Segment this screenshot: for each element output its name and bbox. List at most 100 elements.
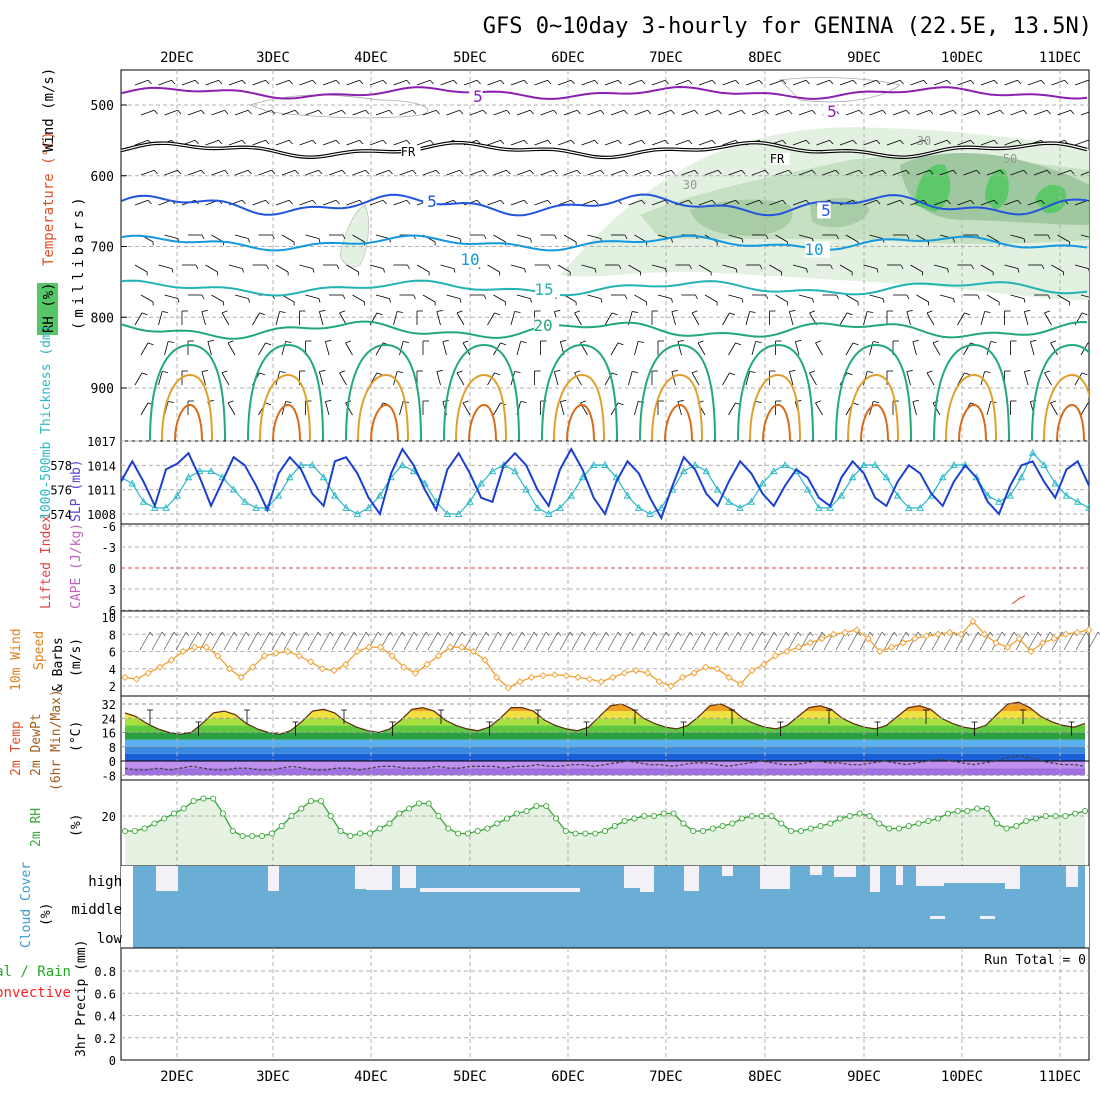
wind-barb-flag (259, 372, 266, 376)
wind-barb-flag (782, 199, 787, 205)
wind-barb-flag (1023, 109, 1028, 115)
wind-barb-flag (594, 268, 597, 273)
wind-barb (299, 79, 313, 86)
rh-marker (1081, 807, 1089, 815)
wind-barb (227, 402, 236, 416)
ylabel-slp: SLP (mb) (69, 459, 84, 522)
surface-wind-barb (235, 631, 247, 651)
wind-barb-flag (829, 139, 834, 145)
minmax-markers (147, 709, 1075, 736)
wind-barb-flag (224, 109, 229, 115)
rh-marker (494, 820, 501, 827)
wind-barb-flag (899, 139, 904, 145)
wind-barb (798, 169, 813, 176)
wind-barb-flag (162, 371, 169, 373)
surface-wind-barb (187, 631, 199, 651)
wind-barb-flag (873, 341, 880, 343)
wind-barb-flag (341, 169, 346, 175)
contour-30-loop (553, 373, 605, 441)
pressure-tick-label: 900 (91, 382, 114, 397)
wind-barb (1023, 311, 1029, 326)
wind-barb-flag (435, 169, 440, 175)
wind-barb (422, 294, 436, 303)
cloud-gap (916, 866, 944, 886)
wind-barb-flag (335, 79, 340, 85)
cloud-gap (810, 866, 822, 875)
cloud-gap (355, 866, 366, 889)
surface-wind-barb (763, 631, 775, 651)
rh-marker (308, 797, 315, 805)
wind-barb (794, 341, 800, 356)
thickness-marker (533, 503, 542, 511)
rh-marker (866, 812, 873, 820)
surface-wind-barb-flag (917, 631, 922, 637)
contour-30-loop (259, 373, 311, 441)
surface-wind-barb (595, 631, 607, 651)
wind-barb (440, 79, 454, 86)
contour-label-bg (461, 251, 487, 268)
wind-barb (258, 342, 266, 356)
thickness-marker (297, 461, 305, 468)
wind-marker (225, 665, 234, 673)
rh-marker (993, 820, 1000, 827)
rh-marker (650, 812, 658, 820)
wind-barb-flag (695, 294, 698, 300)
wind-marker (504, 684, 512, 692)
surface-wind-barb-flag (473, 631, 478, 637)
wind-barb (181, 79, 196, 86)
wind-barb-flag (946, 79, 951, 85)
wind-barb (574, 372, 582, 386)
wind-barb (957, 79, 971, 86)
wind-barb-flag (976, 109, 981, 115)
wind-barb-flag (147, 79, 152, 85)
wind-barb-flag (265, 402, 272, 406)
wind-marker (655, 678, 663, 686)
wind-barb (839, 79, 854, 86)
wind-barb-flag (271, 109, 276, 115)
surface-wind-barb (1075, 631, 1087, 651)
wind-barb-flag (341, 109, 346, 115)
wind-barb-flag (611, 312, 618, 316)
thickness-marker (319, 473, 328, 481)
wind-barb-flag (1050, 340, 1057, 344)
wind-barb (677, 341, 682, 356)
contour-35-loop (370, 403, 399, 441)
wind-barb-flag (741, 109, 746, 115)
wind-barb (845, 342, 854, 356)
wind-barb-flag (670, 109, 675, 115)
wind-barb-flag (1041, 264, 1045, 270)
date-label-top: 2DEC (160, 50, 194, 66)
cloud-gap (980, 916, 995, 919)
wind-barb (446, 294, 461, 300)
wind-tick-label: 6 (109, 646, 116, 660)
cloud-gap (834, 866, 856, 877)
wind-barb (869, 169, 883, 176)
wind-barb-flag (1088, 268, 1089, 273)
wind-barb (1004, 199, 1018, 206)
wind-barb-flag (247, 169, 252, 175)
wind-barb (557, 264, 571, 273)
wind-marker (1073, 628, 1082, 637)
surface-wind-barb (355, 631, 367, 651)
rh-marker (288, 812, 295, 820)
wind-barb (322, 79, 337, 86)
wind-barb (187, 109, 202, 116)
wind-barb-flag (993, 199, 998, 205)
wind-barb-flag (580, 340, 587, 344)
contour-label-bg (469, 88, 483, 105)
surface-wind-barb (403, 631, 415, 651)
wind-barb-flag (999, 169, 1004, 175)
wind-barb (487, 372, 495, 386)
contour-label: 20 (533, 316, 552, 335)
surface-wind-barb (295, 631, 307, 651)
wind-barb (671, 311, 676, 326)
wind-barb-flag (200, 109, 205, 115)
wind-barb-flag (789, 310, 796, 312)
wind-barb-flag (876, 199, 881, 205)
surface-wind-barb-flag (449, 631, 454, 637)
thickness-marker (466, 497, 474, 505)
wind-barb-flag (523, 79, 528, 85)
wind-barb (628, 139, 642, 146)
surface-wind-barb (607, 631, 619, 651)
ylabel-cloud: Cloud Cover (19, 862, 34, 948)
